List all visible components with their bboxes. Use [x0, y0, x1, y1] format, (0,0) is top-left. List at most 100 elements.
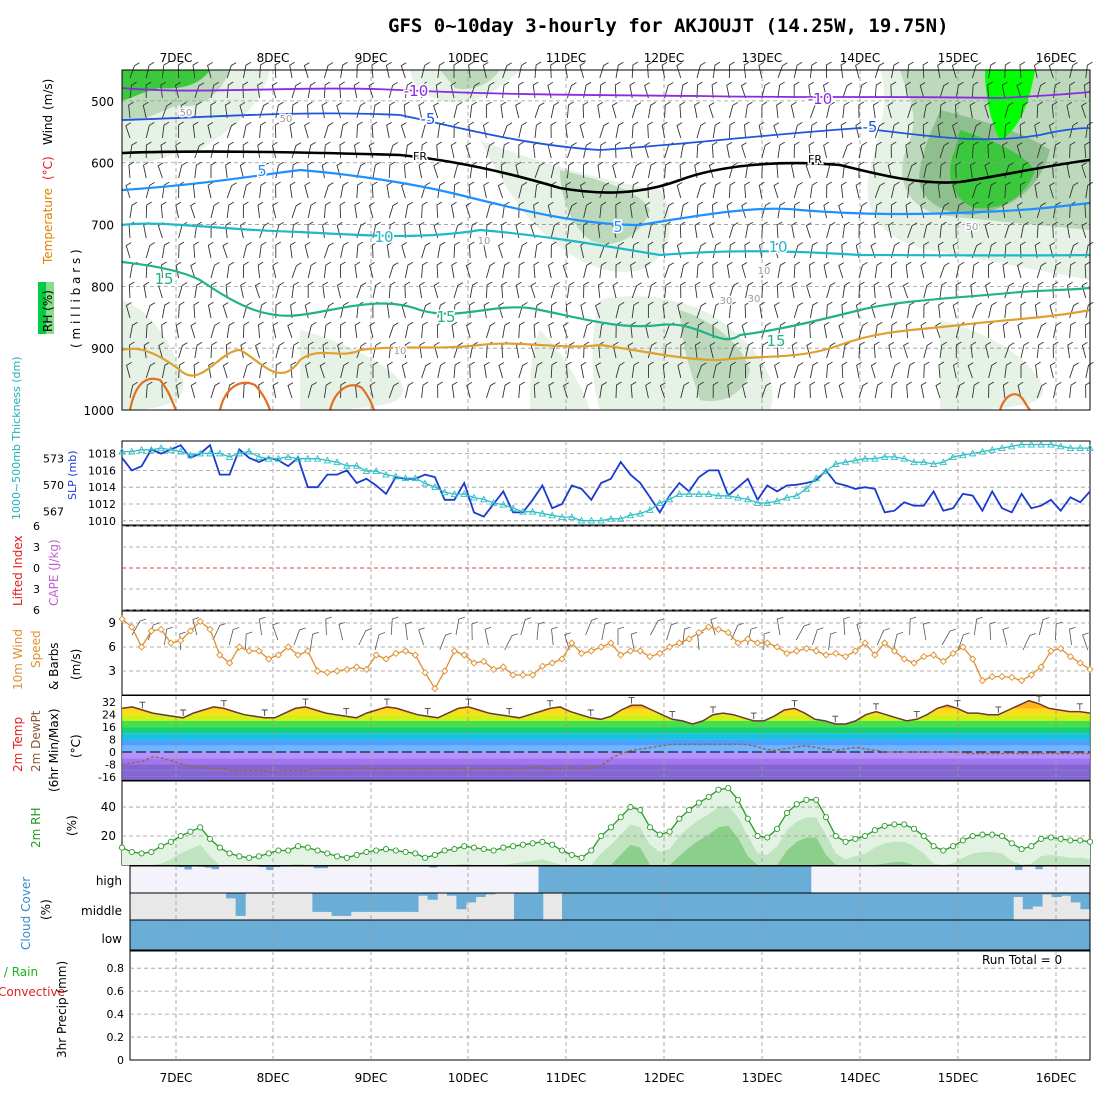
- wind-barb: [1036, 101, 1043, 119]
- rh-point: [392, 847, 399, 854]
- cloud-bar-high: [661, 866, 669, 893]
- cloud-bar-middle: [830, 893, 841, 920]
- rh-tick: 20: [101, 829, 116, 843]
- wind10m-barb: [504, 633, 519, 651]
- wind-speed-point: [861, 639, 869, 647]
- wind-barb: [583, 322, 593, 339]
- rh-point: [568, 851, 575, 858]
- wind-barb: [534, 162, 545, 179]
- wind-speed-point: [167, 639, 175, 647]
- rh-point: [901, 821, 908, 828]
- thickness-point: [382, 470, 390, 478]
- wind-barb: [548, 321, 554, 339]
- wind-barb: [178, 162, 187, 179]
- wind10m-barb: [666, 622, 678, 641]
- cloud-bar-low: [398, 920, 409, 950]
- wind-barb: [157, 162, 164, 179]
- wind-barb: [599, 381, 608, 399]
- wind-barb: [679, 221, 686, 239]
- wind-barb: [599, 62, 609, 79]
- wind-barb: [257, 81, 263, 99]
- contour-label: 30: [748, 294, 761, 305]
- wind-barb: [987, 201, 994, 219]
- wind-speed-point: [978, 676, 987, 685]
- thickness-point: [714, 491, 723, 499]
- wind10m-barb: [484, 626, 492, 646]
- cloud-bar-low: [658, 920, 669, 950]
- wind-barb: [1069, 182, 1079, 199]
- wind-speed-point: [763, 639, 771, 647]
- cloud-bar-middle: [1032, 893, 1043, 907]
- wind-speed-point: [714, 625, 723, 634]
- wind-barb: [1069, 362, 1080, 379]
- cloud-bar-high: [552, 866, 560, 893]
- temp-color-band: [122, 720, 1090, 728]
- cloud-bar-middle: [926, 893, 937, 920]
- bottom-date-3: 10DEC: [448, 1071, 488, 1085]
- thickness-point: [499, 500, 508, 508]
- wind-barb: [566, 281, 575, 299]
- cloud-bar-middle: [600, 893, 611, 920]
- wind-barb: [271, 82, 278, 99]
- temp-color-band: [122, 776, 1090, 780]
- wind-barb: [388, 202, 399, 219]
- wind-speed-point: [871, 651, 879, 659]
- wind-barb: [339, 201, 346, 219]
- wind-barb: [677, 361, 684, 379]
- wind-barb: [1069, 381, 1077, 399]
- wind-barb: [323, 261, 332, 279]
- cloud-bar-low: [562, 920, 573, 950]
- wind-barb: [125, 182, 132, 199]
- cloud-bar-middle: [360, 893, 371, 912]
- wind-barb: [1052, 281, 1059, 299]
- wind-barb: [599, 261, 607, 279]
- cloud-bar-low: [907, 920, 918, 950]
- wind-barb: [210, 161, 217, 178]
- precip-panel: 00.20.40.60.8 Run Total = 0 Total / Rain…: [0, 950, 1091, 1067]
- cloud-bar-middle: [408, 893, 419, 912]
- wind-barb: [226, 141, 234, 159]
- wind-barb: [518, 182, 528, 199]
- rh-point: [412, 850, 419, 857]
- wind-barb: [826, 181, 833, 199]
- thickness-point: [235, 449, 244, 457]
- cloud-bar-middle: [677, 893, 688, 920]
- cape-label: CAPE (J/kg): [47, 539, 61, 606]
- wind-barb: [242, 362, 253, 379]
- temp-mask: [122, 696, 1090, 724]
- wind-speed-point: [177, 636, 185, 645]
- wind-barb: [368, 82, 375, 99]
- rh-point: [285, 847, 292, 854]
- cloud-bar-low: [389, 920, 400, 950]
- thickness-point: [577, 516, 586, 524]
- wind10m-barb: [455, 616, 465, 636]
- wind-barb: [158, 282, 164, 299]
- rh-area-mid: [122, 805, 1090, 865]
- thickness-point: [587, 516, 596, 524]
- cloud-bar-low: [629, 920, 640, 950]
- wind-barb: [226, 261, 235, 279]
- cloud-bar-middle: [898, 893, 909, 920]
- wind-barb: [841, 361, 848, 379]
- wind-barb: [518, 201, 525, 219]
- wind-barb: [323, 321, 332, 339]
- wind-barb: [356, 162, 366, 179]
- wind-barb: [453, 361, 461, 379]
- cloud-bar-middle: [398, 893, 409, 912]
- cloud-bar-middle: [427, 893, 438, 900]
- wind-barb: [145, 81, 152, 98]
- cloud-bar-middle: [379, 893, 390, 912]
- cloud-bar-low: [946, 920, 957, 950]
- wind-barb: [1052, 321, 1062, 339]
- wind-barb: [955, 382, 965, 399]
- wind-barb: [1052, 81, 1061, 99]
- wind-barb: [240, 281, 246, 299]
- wind-barb: [385, 61, 392, 79]
- wind-barb: [388, 221, 396, 239]
- rh-point: [969, 832, 976, 840]
- cloud-bar-low: [187, 920, 198, 950]
- cloud-bar-low: [1070, 920, 1081, 950]
- wind-barb: [518, 261, 525, 279]
- wind-barb: [615, 261, 622, 278]
